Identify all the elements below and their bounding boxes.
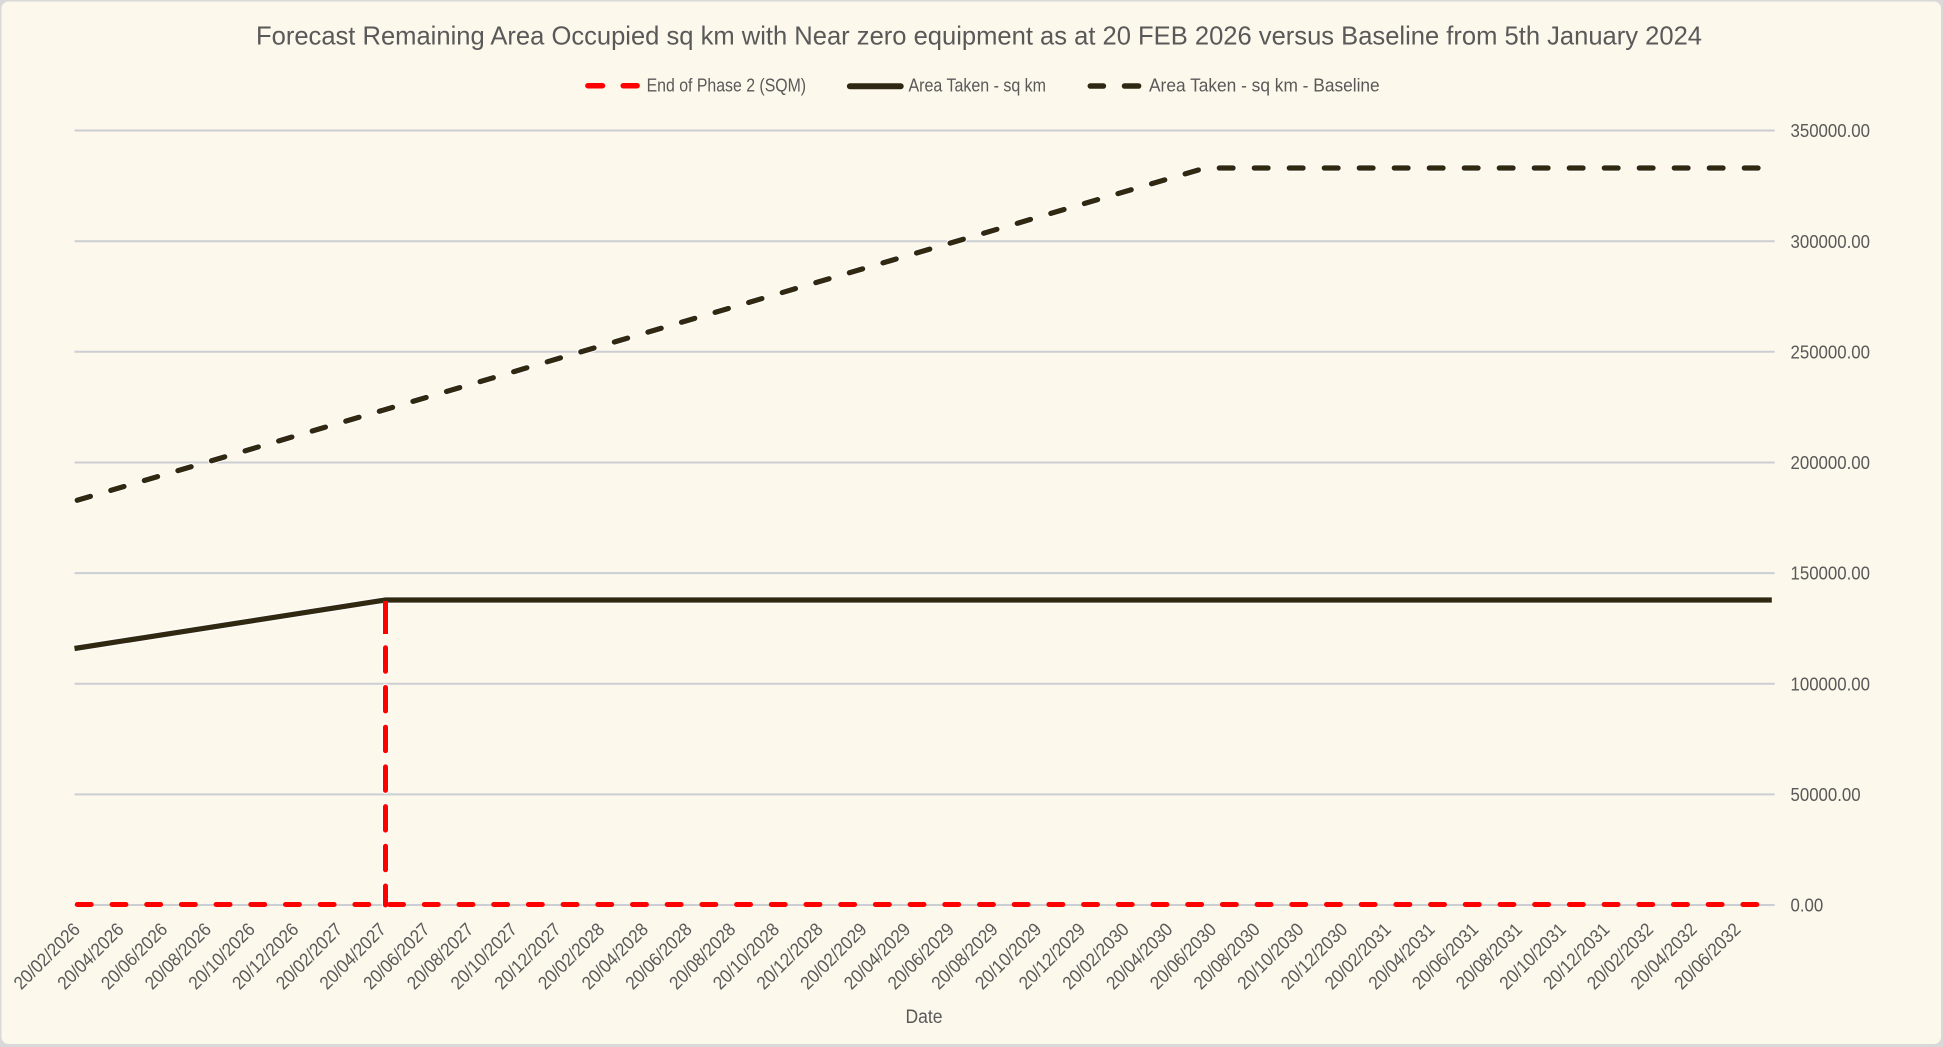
- svg-text:0.00: 0.00: [1791, 895, 1824, 916]
- svg-text:150000.00: 150000.00: [1791, 563, 1871, 584]
- svg-text:Date: Date: [906, 1006, 943, 1028]
- svg-text:Area Taken - sq km: Area Taken - sq km: [909, 76, 1047, 96]
- svg-text:200000.00: 200000.00: [1791, 452, 1871, 473]
- svg-text:350000.00: 350000.00: [1791, 120, 1871, 141]
- svg-text:Area Taken - sq km - Baseline: Area Taken - sq km - Baseline: [1149, 76, 1380, 96]
- svg-text:End of Phase 2 (SQM): End of Phase 2 (SQM): [647, 76, 807, 96]
- svg-text:50000.00: 50000.00: [1791, 784, 1861, 805]
- svg-text:Forecast Remaining Area Occupi: Forecast Remaining Area Occupied sq km w…: [256, 22, 1702, 50]
- svg-text:250000.00: 250000.00: [1791, 341, 1871, 362]
- svg-text:100000.00: 100000.00: [1791, 673, 1871, 694]
- svg-text:300000.00: 300000.00: [1791, 231, 1871, 252]
